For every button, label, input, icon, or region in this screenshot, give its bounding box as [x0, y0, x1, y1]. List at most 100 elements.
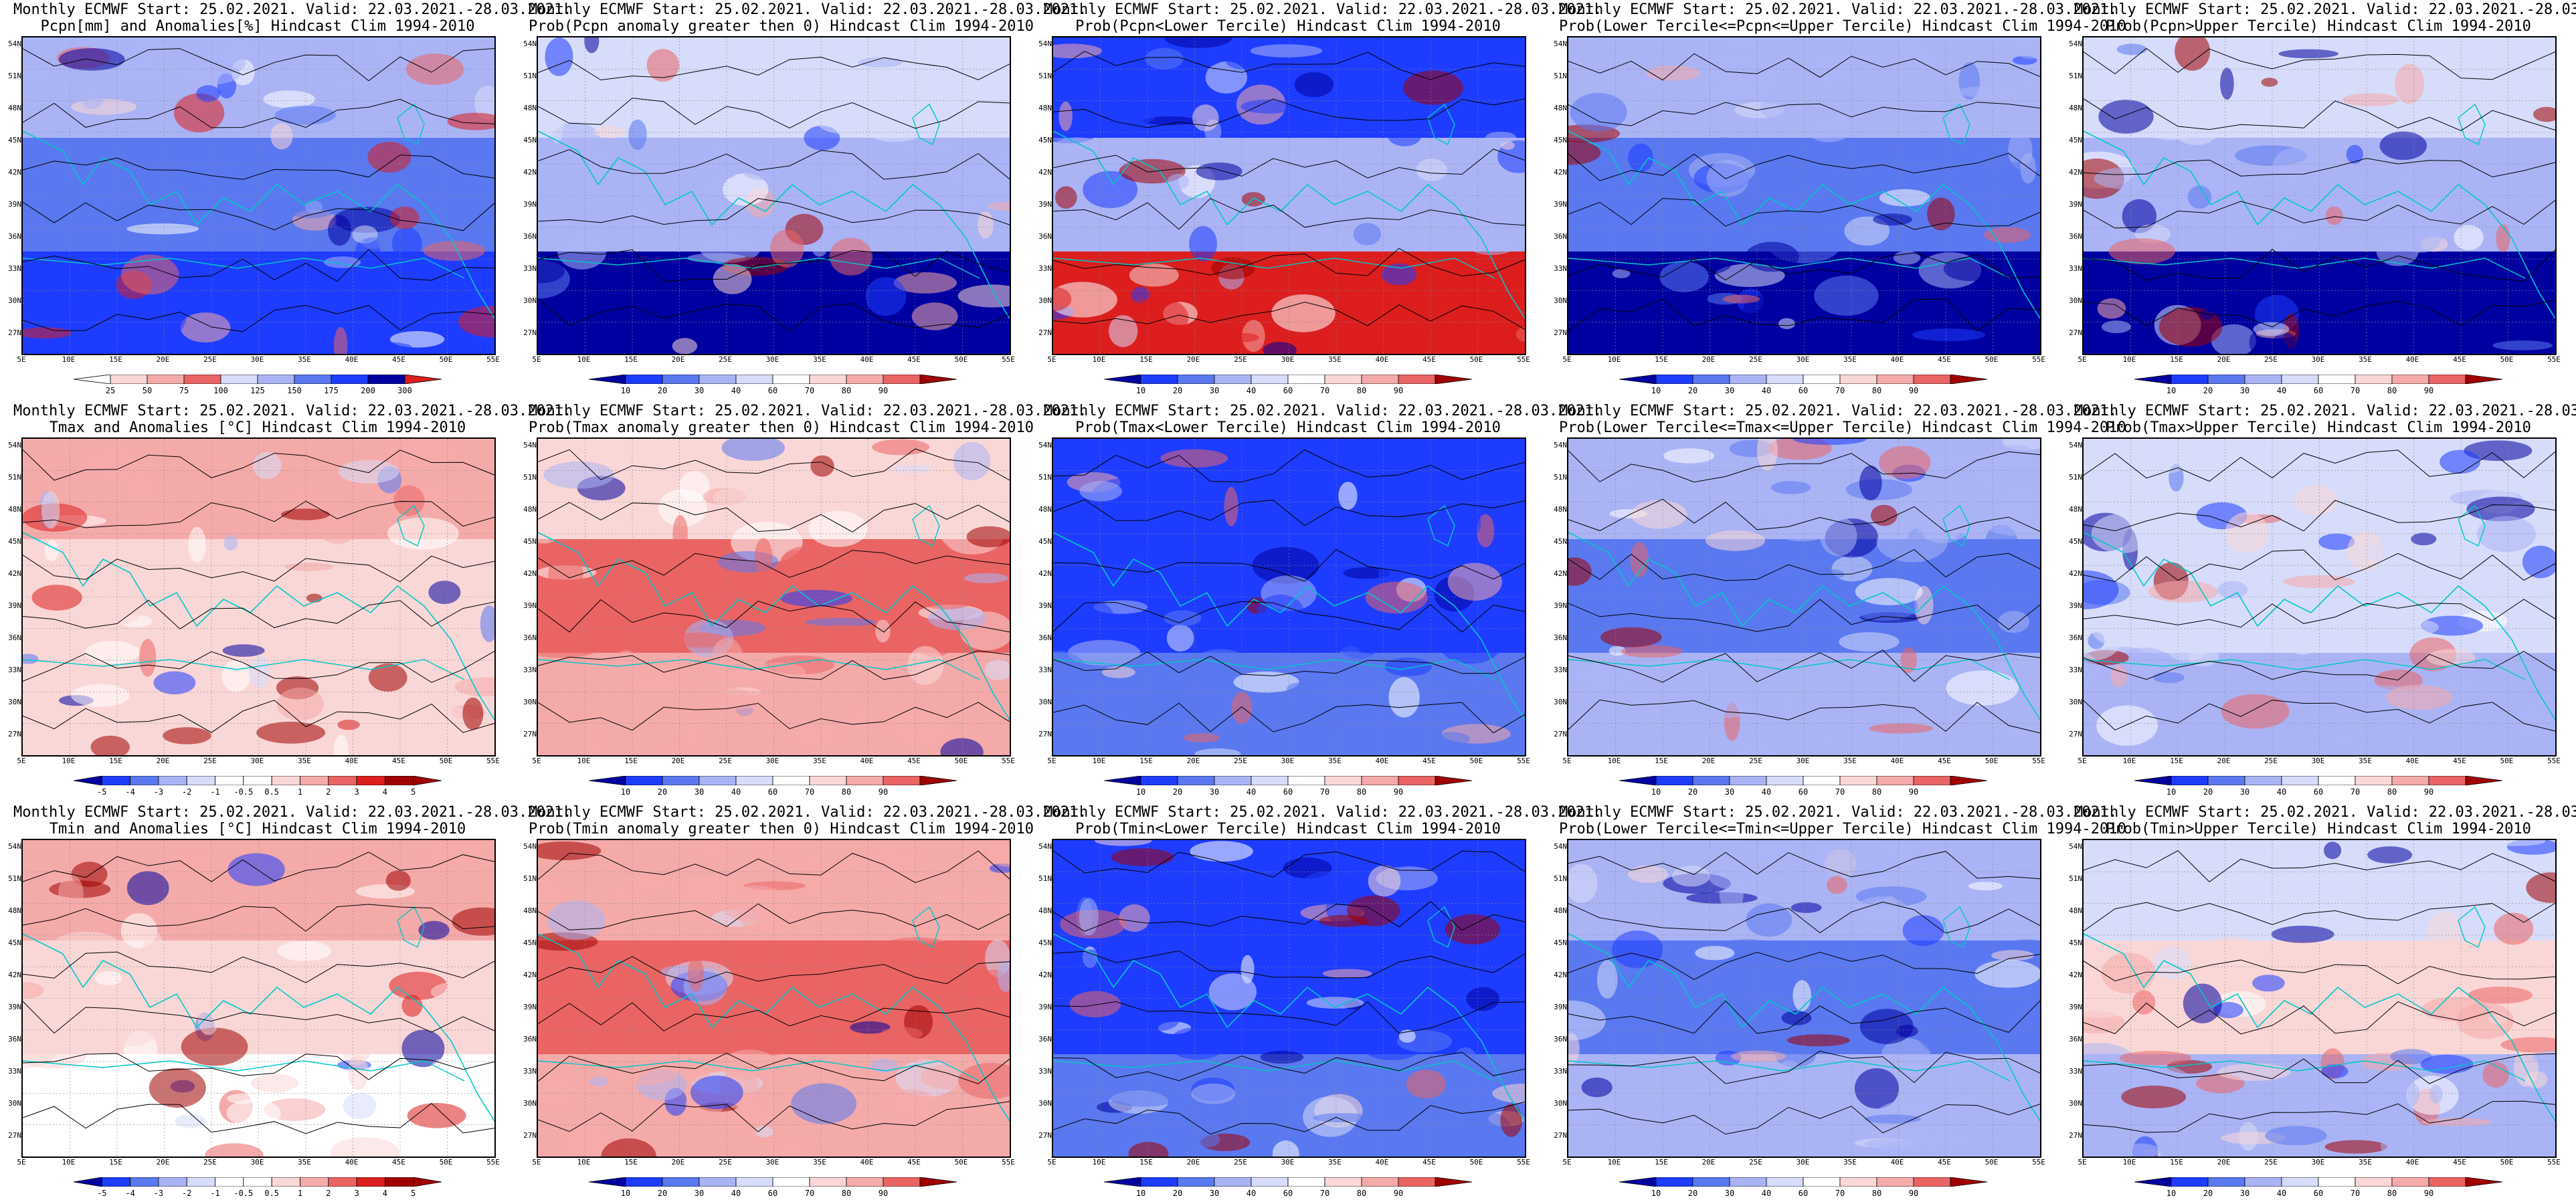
- colorbar-tick-label: 40: [1246, 787, 1257, 797]
- colorbar-tick-label: 90: [1393, 386, 1404, 395]
- latitude-label: 51N: [1554, 473, 1567, 482]
- colorbar-tick-label: 70: [1835, 386, 1845, 395]
- longitude-label: 5E: [1047, 757, 1056, 765]
- longitude-label: 55E: [1517, 1158, 1530, 1167]
- longitude-label: 30E: [765, 355, 779, 364]
- map-plot: [1567, 437, 2041, 757]
- colorbar: [1104, 1177, 1472, 1187]
- colorbar-labels: 10 20 30 40 60 70 80 90: [1104, 788, 1472, 797]
- map-panel: Monthly ECMWF Start: 25.02.2021. Valid: …: [2061, 401, 2576, 803]
- map-panel: Monthly ECMWF Start: 25.02.2021. Valid: …: [1030, 401, 1602, 803]
- colorbar: [2134, 375, 2502, 384]
- colorbar-tick-label: 40: [1761, 787, 1772, 797]
- colorbar-tick-label: 125: [250, 386, 265, 395]
- longitude-label: 55E: [2547, 1158, 2561, 1167]
- map-field: [23, 439, 494, 755]
- colorbar-tick-label: 70: [1319, 1189, 1330, 1198]
- colorbar-tick-label: 30: [1724, 787, 1735, 797]
- longitude-label: 50E: [1985, 1158, 1999, 1167]
- latitude-label: 45N: [1554, 537, 1567, 546]
- longitude-label: 30E: [250, 1158, 264, 1167]
- map-field: [2084, 37, 2555, 354]
- latitude-label: 30N: [523, 296, 537, 305]
- colorbar-tick-label: 60: [1283, 386, 1293, 395]
- longitude-label: 10E: [1607, 355, 1621, 364]
- colorbar-tick-label: 4: [382, 787, 388, 797]
- map-field: [538, 840, 1010, 1157]
- map-plot: [537, 36, 1011, 355]
- longitude-label: 25E: [2264, 1158, 2278, 1167]
- longitude-label: 20E: [2217, 757, 2231, 765]
- latitude-label: 36N: [1038, 1035, 1052, 1043]
- colorbar-tick-label: 60: [767, 386, 778, 395]
- longitude-label: 40E: [1375, 1158, 1389, 1167]
- latitude-label: 51N: [523, 72, 537, 80]
- map-plot: [1052, 36, 1526, 355]
- latitude-label: 45N: [8, 537, 21, 546]
- latitude-label: 45N: [523, 938, 537, 947]
- longitude-label: 5E: [1047, 355, 1056, 364]
- colorbar-tick-label: 1: [297, 787, 303, 797]
- colorbar-tick-label: 90: [878, 386, 889, 395]
- colorbar: [2134, 1177, 2502, 1187]
- colorbar-labels: 10 20 30 40 60 70 80 90: [1104, 387, 1472, 396]
- map-field: [2084, 840, 2555, 1157]
- colorbar-tick-label: 20: [2203, 787, 2213, 797]
- longitude-label: 15E: [1655, 757, 1668, 765]
- colorbar-tick-label: 20: [657, 787, 668, 797]
- longitude-label: 5E: [532, 757, 541, 765]
- colorbar-tick-label: 20: [657, 1189, 668, 1198]
- colorbar-tick-label: 80: [2387, 1189, 2397, 1198]
- colorbar-tick-label: 80: [1871, 787, 1882, 797]
- colorbar-tick-label: 1: [297, 1189, 303, 1198]
- longitude-label: 55E: [1002, 355, 1015, 364]
- map-panel: Monthly ECMWF Start: 25.02.2021. Valid: …: [1030, 0, 1602, 401]
- latitude-label: 36N: [523, 633, 537, 642]
- latitude-label: 51N: [8, 874, 21, 883]
- colorbar-tick-label: 40: [2276, 386, 2287, 395]
- latitude-label: 30N: [1554, 698, 1567, 706]
- colorbar-tick-label: 300: [397, 386, 412, 395]
- latitude-label: 42N: [1038, 971, 1052, 979]
- longitude-label: 40E: [860, 355, 874, 364]
- latitude-label: 33N: [1554, 1067, 1567, 1076]
- colorbar-tick-label: 20: [1687, 1189, 1698, 1198]
- latitude-label: 42N: [523, 569, 537, 578]
- panel-title-line2: Prob(Tmin>Upper Tercile) Hindcast Clim 1…: [2106, 821, 2531, 837]
- latitude-label: 39N: [2069, 200, 2082, 209]
- longitude-label: 15E: [624, 355, 638, 364]
- latitude-label: 33N: [1554, 264, 1567, 273]
- longitude-label: 50E: [954, 757, 968, 765]
- colorbar-tick-label: 80: [1356, 386, 1367, 395]
- latitude-label: 54N: [2069, 842, 2082, 851]
- latitude-label: 36N: [523, 232, 537, 241]
- latitude-label: 27N: [1554, 1131, 1567, 1140]
- latitude-label: 54N: [1038, 39, 1052, 48]
- latitude-label: 45N: [2069, 537, 2082, 546]
- colorbar-tick-label: -5: [97, 787, 107, 797]
- latitude-label: 36N: [1038, 232, 1052, 241]
- longitude-label: 20E: [156, 355, 170, 364]
- longitude-label: 10E: [1092, 355, 1106, 364]
- latitude-label: 36N: [2069, 232, 2082, 241]
- latitude-label: 27N: [1038, 328, 1052, 337]
- latitude-label: 45N: [523, 136, 537, 144]
- latitude-label: 27N: [523, 328, 537, 337]
- map-field: [538, 439, 1010, 755]
- latitude-label: 48N: [2069, 505, 2082, 514]
- latitude-label: 48N: [1038, 104, 1052, 112]
- colorbar: [1104, 776, 1472, 785]
- longitude-label: 55E: [1517, 757, 1530, 765]
- colorbar-tick-label: 30: [1209, 1189, 1220, 1198]
- colorbar-tick-label: 80: [1356, 787, 1367, 797]
- longitude-label: 25E: [1234, 1158, 1247, 1167]
- panel-title: Monthly ECMWF Start: 25.02.2021. Valid: …: [529, 1, 1087, 35]
- longitude-label: 40E: [345, 757, 359, 765]
- panel-title: Monthly ECMWF Start: 25.02.2021. Valid: …: [1559, 403, 2126, 436]
- longitude-label: 50E: [2500, 1158, 2514, 1167]
- longitude-label: 5E: [17, 757, 26, 765]
- colorbar-tick-label: 40: [731, 787, 741, 797]
- longitude-label: 10E: [2122, 757, 2136, 765]
- latitude-label: 39N: [523, 200, 537, 209]
- colorbar-tick-label: 10: [620, 386, 631, 395]
